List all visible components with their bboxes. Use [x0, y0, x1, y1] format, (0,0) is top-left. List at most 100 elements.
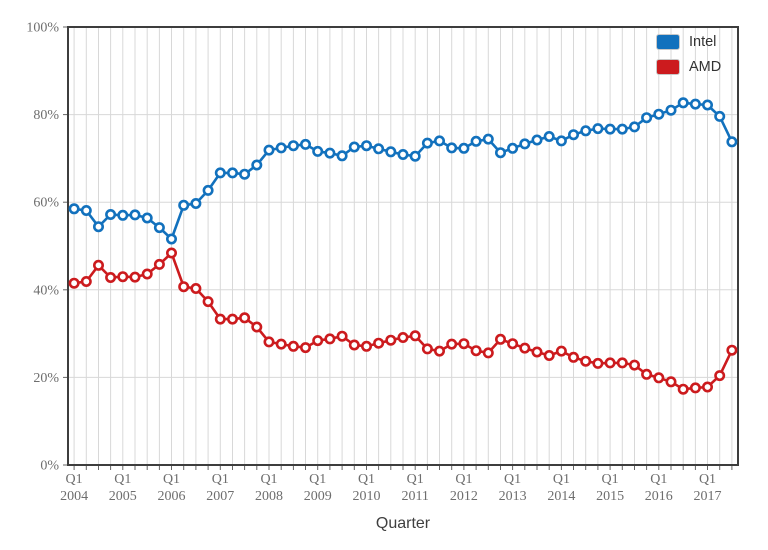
intel-data-point: [287, 140, 299, 152]
intel-data-point: [105, 209, 117, 221]
amd-data-point: [543, 349, 555, 361]
intel-data-point: [202, 184, 214, 196]
amd-data-point: [470, 345, 482, 357]
amd-data-point: [93, 259, 105, 271]
amd-data-point: [202, 296, 214, 308]
amd-data-point: [263, 336, 275, 348]
x-tick-label-quarter: Q1: [260, 472, 277, 487]
intel-data-point: [385, 146, 397, 158]
x-tick-label-quarter: Q1: [358, 472, 375, 487]
amd-data-point: [580, 355, 592, 367]
amd-data-point: [141, 268, 153, 280]
amd-data-point: [80, 275, 92, 287]
intel-data-point: [726, 136, 738, 148]
intel-data-point: [360, 140, 372, 152]
amd-legend-label: AMD: [689, 59, 722, 75]
x-tick-label-quarter: Q1: [212, 472, 229, 487]
amd-data-point: [397, 331, 409, 343]
intel-data-point: [275, 142, 287, 154]
intel-data-point: [397, 149, 409, 161]
x-tick-label-year: 2008: [255, 489, 283, 504]
intel-data-point: [592, 123, 604, 135]
intel-data-point: [604, 123, 616, 135]
amd-data-point: [567, 351, 579, 363]
amd-legend-swatch-icon: [656, 59, 680, 75]
intel-data-point: [653, 108, 665, 120]
x-tick-label-year: 2005: [109, 489, 137, 504]
amd-data-point: [190, 282, 202, 294]
amd-data-point: [299, 342, 311, 354]
x-tick-label-year: 2014: [547, 489, 575, 504]
amd-data-point: [239, 312, 251, 324]
y-tick-label: 0%: [40, 459, 59, 474]
amd-data-point: [494, 333, 506, 345]
intel-data-point: [153, 222, 165, 234]
x-tick-label-year: 2015: [596, 489, 624, 504]
intel-data-point: [227, 167, 239, 179]
x-tick-label-quarter: Q1: [602, 472, 619, 487]
amd-data-point: [324, 333, 336, 345]
amd-data-point: [616, 357, 628, 369]
amd-data-point: [458, 338, 470, 350]
x-tick-label-quarter: Q1: [699, 472, 716, 487]
amd-data-point: [604, 357, 616, 369]
amd-data-point: [507, 338, 519, 350]
intel-data-point: [446, 142, 458, 154]
x-tick-label-year: 2007: [206, 489, 234, 504]
chart-legend: Intel AMD: [656, 34, 721, 75]
amd-data-point: [214, 313, 226, 325]
plot-border: [67, 26, 739, 466]
amd-data-point: [531, 346, 543, 358]
amd-data-point: [628, 359, 640, 371]
intel-data-point: [239, 168, 251, 180]
intel-data-point: [689, 98, 701, 110]
intel-data-point: [312, 145, 324, 157]
amd-data-point: [433, 345, 445, 357]
amd-data-point: [555, 345, 567, 357]
amd-data-point: [68, 277, 80, 289]
amd-data-point: [360, 340, 372, 352]
amd-data-point: [519, 342, 531, 354]
x-tick-label-year: 2010: [353, 489, 381, 504]
intel-data-point: [458, 142, 470, 154]
x-tick-label-quarter: Q1: [455, 472, 472, 487]
intel-data-point: [433, 135, 445, 147]
intel-data-point: [166, 233, 178, 245]
intel-data-point: [141, 212, 153, 224]
y-tick-label: 40%: [33, 283, 59, 298]
amd-data-point: [227, 313, 239, 325]
x-tick-label-quarter: Q1: [504, 472, 521, 487]
x-tick-label-year: 2006: [158, 489, 186, 504]
legend-item-amd: AMD: [656, 59, 721, 75]
x-tick-label-quarter: Q1: [553, 472, 570, 487]
intel-data-point: [117, 209, 129, 221]
intel-data-point: [677, 97, 689, 109]
intel-data-point: [263, 144, 275, 156]
amd-data-point: [641, 368, 653, 380]
x-tick-label-quarter: Q1: [309, 472, 326, 487]
y-tick-label: 100%: [26, 21, 59, 36]
intel-data-point: [567, 129, 579, 141]
intel-data-point: [80, 205, 92, 217]
intel-data-point: [507, 142, 519, 154]
amd-data-point: [275, 338, 287, 350]
amd-data-point: [348, 339, 360, 351]
amd-data-point: [653, 372, 665, 384]
amd-data-point: [287, 340, 299, 352]
amd-data-point: [105, 271, 117, 283]
amd-data-point: [117, 271, 129, 283]
intel-data-point: [421, 137, 433, 149]
intel-data-point: [665, 104, 677, 116]
intel-data-point: [555, 135, 567, 147]
intel-data-point: [68, 203, 80, 215]
amd-data-point: [251, 321, 263, 333]
amd-data-point: [592, 357, 604, 369]
amd-data-point: [312, 335, 324, 347]
intel-data-point: [409, 150, 421, 162]
x-tick-label-quarter: Q1: [66, 472, 83, 487]
y-tick-label: 60%: [33, 196, 59, 211]
intel-data-point: [531, 134, 543, 146]
intel-data-point: [190, 198, 202, 210]
